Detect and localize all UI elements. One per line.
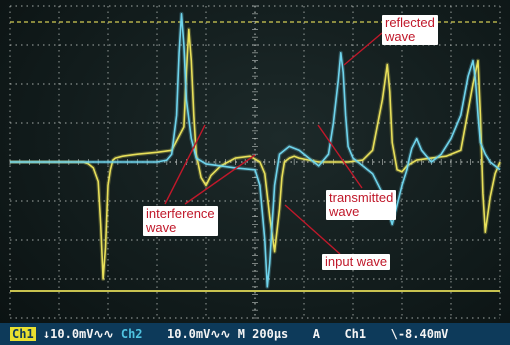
interference-wave-label: interference wave: [143, 206, 218, 236]
trigger-source: Ch1: [344, 327, 367, 341]
input-wave-label: input wave: [322, 254, 391, 270]
interference-pointer-left: [164, 124, 206, 205]
ch1-scale: ↓10.0mV∿∿: [42, 327, 114, 341]
trigger-mode: A: [312, 327, 320, 341]
ch2-scale: 10.0mV∿∿: [167, 327, 231, 341]
input-pointer: [284, 204, 341, 255]
reflected-wave-label: reflected wave: [382, 15, 438, 45]
ch2-label: Ch2: [120, 327, 143, 341]
timebase-readout: M 200µs: [237, 327, 289, 341]
waveform-plot: [9, 5, 502, 319]
transmitted-pointer: [317, 124, 363, 189]
trace-ch1: [10, 28, 501, 280]
ch1-label: Ch1: [10, 327, 36, 341]
interference-pointer-right: [184, 154, 256, 205]
reflected-pointer: [343, 32, 383, 66]
trace-ch2: [10, 13, 501, 288]
trigger-level: \-8.40mV: [390, 327, 449, 341]
status-bar: Ch1 ↓10.0mV∿∿ Ch2 10.0mV∿∿ M 200µs A Ch1…: [0, 323, 510, 345]
transmitted-wave-label: transmitted wave: [326, 190, 397, 220]
